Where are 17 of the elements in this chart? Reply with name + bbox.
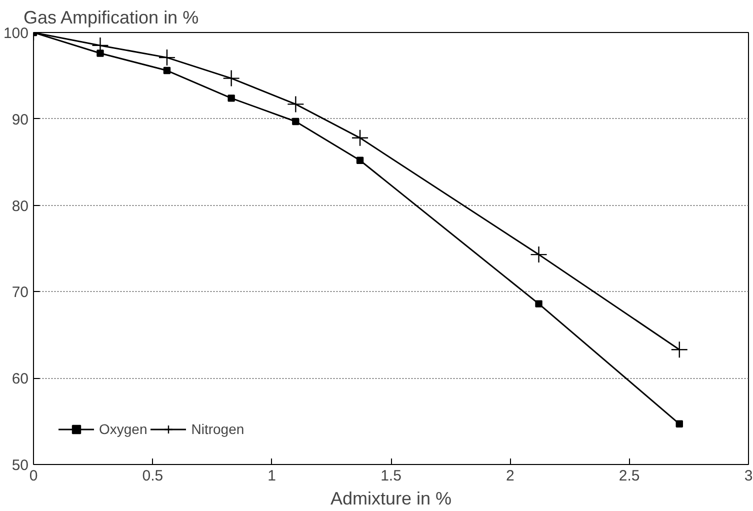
x-tick-label: 2.5 [618,468,640,484]
legend-label: Oxygen [99,421,148,437]
y-tick-label: 60 [12,370,29,388]
legend-label: Nitrogen [191,421,244,437]
x-axis-title: Admixture in % [330,488,452,508]
x-tick-label: 0 [29,468,38,484]
y-tick-label: 50 [12,457,29,474]
y-tick-label: 90 [12,111,29,128]
chart-title: Gas Ampification in % [24,8,199,28]
y-tick-label: 100 [3,25,29,42]
x-tick-label: 3 [744,468,753,484]
x-tick-label: 0.5 [142,468,164,484]
y-tick-label: 80 [12,198,29,215]
y-tick-label: 70 [12,284,29,302]
x-tick-label: 1 [268,468,276,484]
x-tick-label: 1.5 [380,468,402,484]
x-tick-label: 2 [506,468,514,484]
